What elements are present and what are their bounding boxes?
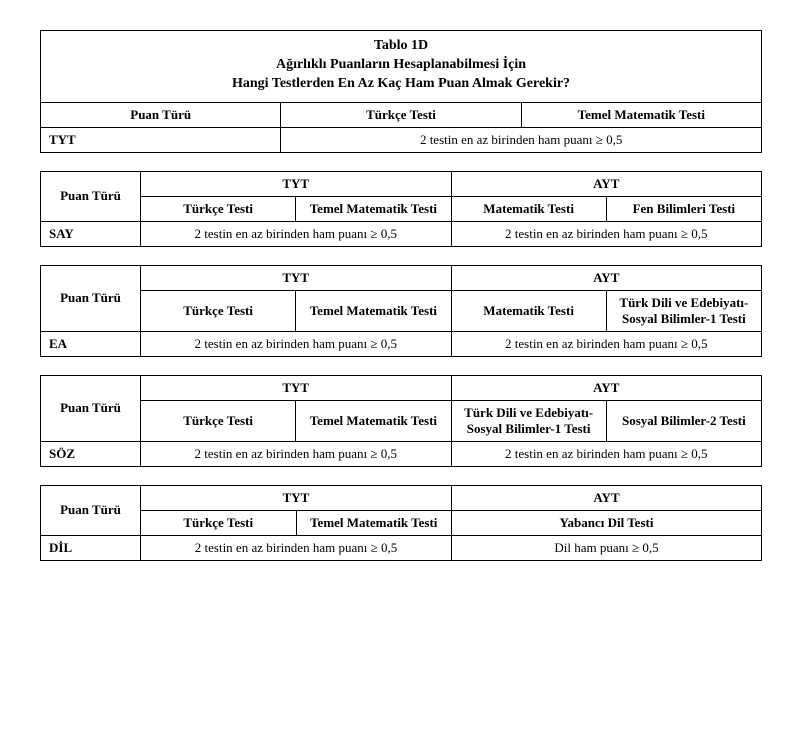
row-say-tyt-condition: 2 testin en az birinden ham puanı ≥ 0,5 [141, 221, 452, 246]
header-ayt: AYT [452, 485, 762, 510]
header-puanturu: Puan Türü [41, 265, 141, 331]
table-title: Tablo 1D Ağırlıklı Puanların Hesaplanabi… [41, 31, 762, 103]
header-ayt: AYT [451, 265, 762, 290]
table: Tablo 1D Ağırlıklı Puanların Hesaplanabi… [40, 30, 762, 153]
header-yabancidil: Yabancı Dil Testi [452, 510, 762, 535]
header-ayt: AYT [451, 171, 762, 196]
header-temelmat: Temel Matematik Testi [296, 510, 452, 535]
table-soz: Puan Türü TYT AYT Türkçe Testi Temel Mat… [40, 375, 762, 467]
header-turkdili: Türk Dili ve Edebiyatı-Sosyal Bilimler-1… [451, 400, 606, 441]
header-tyt: TYT [141, 265, 452, 290]
header-tyt: TYT [141, 171, 452, 196]
row-dil-label: DİL [41, 535, 141, 560]
row-ea-label: EA [41, 331, 141, 356]
header-ayt: AYT [451, 375, 762, 400]
row-tyt-condition: 2 testin en az birinden ham puanı ≥ 0,5 [281, 127, 762, 152]
table-tyt: Tablo 1D Ağırlıklı Puanların Hesaplanabi… [40, 30, 762, 153]
header-fen: Fen Bilimleri Testi [606, 196, 761, 221]
header-turkce: Türkçe Testi [141, 400, 296, 441]
header-temelmat: Temel Matematik Testi [296, 196, 451, 221]
row-soz-ayt-condition: 2 testin en az birinden ham puanı ≥ 0,5 [451, 441, 762, 466]
title-line3: Hangi Testlerden En Az Kaç Ham Puan Alma… [232, 76, 570, 91]
table: Puan Türü TYT AYT Türkçe Testi Temel Mat… [40, 485, 762, 561]
header-puanturu: Puan Türü [41, 485, 141, 535]
header-turkdili: Türk Dili ve Edebiyatı-Sosyal Bilimler-1… [606, 290, 761, 331]
row-soz-tyt-condition: 2 testin en az birinden ham puanı ≥ 0,5 [141, 441, 452, 466]
table: Puan Türü TYT AYT Türkçe Testi Temel Mat… [40, 171, 762, 247]
header-puanturu: Puan Türü [41, 102, 281, 127]
title-line2: Ağırlıklı Puanların Hesaplanabilmesi İçi… [276, 57, 526, 72]
table-ea: Puan Türü TYT AYT Türkçe Testi Temel Mat… [40, 265, 762, 357]
header-temelmat: Temel Matematik Testi [296, 290, 451, 331]
row-tyt-label: TYT [41, 127, 281, 152]
row-say-ayt-condition: 2 testin en az birinden ham puanı ≥ 0,5 [451, 221, 762, 246]
header-mat: Matematik Testi [451, 290, 606, 331]
row-dil-ayt-condition: Dil ham puanı ≥ 0,5 [452, 535, 762, 560]
title-line1: Tablo 1D [374, 38, 428, 53]
row-dil-tyt-condition: 2 testin en az birinden ham puanı ≥ 0,5 [141, 535, 452, 560]
header-sosyal2: Sosyal Bilimler-2 Testi [606, 400, 761, 441]
row-soz-label: SÖZ [41, 441, 141, 466]
header-temelmat: Temel Matematik Testi [521, 102, 761, 127]
row-ea-tyt-condition: 2 testin en az birinden ham puanı ≥ 0,5 [141, 331, 452, 356]
header-tyt: TYT [141, 375, 452, 400]
header-turkce: Türkçe Testi [281, 102, 521, 127]
header-puanturu: Puan Türü [41, 171, 141, 221]
table-say: Puan Türü TYT AYT Türkçe Testi Temel Mat… [40, 171, 762, 247]
header-mat: Matematik Testi [451, 196, 606, 221]
table: Puan Türü TYT AYT Türkçe Testi Temel Mat… [40, 375, 762, 467]
header-tyt: TYT [141, 485, 452, 510]
row-ea-ayt-condition: 2 testin en az birinden ham puanı ≥ 0,5 [451, 331, 762, 356]
header-puanturu: Puan Türü [41, 375, 141, 441]
header-temelmat: Temel Matematik Testi [296, 400, 451, 441]
table-dil: Puan Türü TYT AYT Türkçe Testi Temel Mat… [40, 485, 762, 561]
header-turkce: Türkçe Testi [141, 290, 296, 331]
header-turkce: Türkçe Testi [141, 196, 296, 221]
header-turkce: Türkçe Testi [141, 510, 297, 535]
table: Puan Türü TYT AYT Türkçe Testi Temel Mat… [40, 265, 762, 357]
row-say-label: SAY [41, 221, 141, 246]
